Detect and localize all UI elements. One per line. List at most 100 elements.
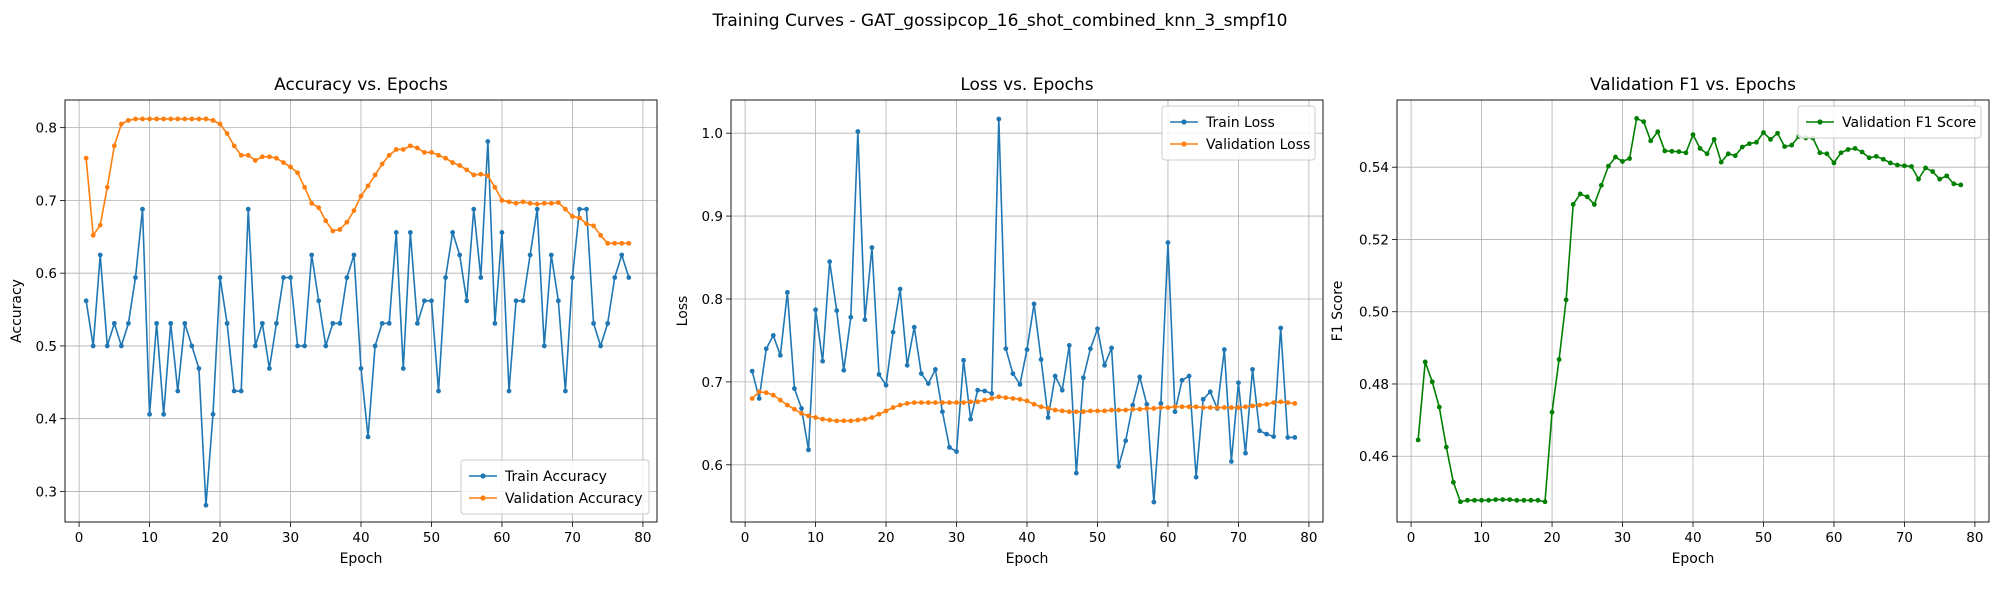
data-point [182, 320, 188, 326]
data-point [1052, 373, 1058, 379]
grid [1397, 100, 1989, 522]
data-point [1130, 406, 1136, 412]
data-point [1045, 406, 1051, 411]
data-point [1852, 146, 1858, 151]
data-point [351, 208, 357, 213]
data-point [940, 409, 945, 415]
data-point [400, 147, 406, 152]
data-point [1059, 387, 1065, 393]
data-point [932, 367, 938, 372]
data-point [1683, 150, 1689, 156]
data-point [1958, 182, 1964, 188]
data-point [1102, 362, 1107, 368]
data-point [1930, 169, 1936, 174]
data-point [161, 411, 167, 417]
data-point [1207, 405, 1213, 410]
data-point [1292, 401, 1298, 406]
data-point [619, 252, 625, 258]
data-point [1662, 148, 1668, 154]
data-point [591, 320, 596, 326]
data-point [1024, 347, 1030, 352]
data-point [1179, 404, 1185, 410]
data-point [189, 116, 195, 122]
data-point [1429, 379, 1435, 385]
data-point [756, 389, 762, 395]
legend-swatch-marker [1181, 141, 1187, 147]
data-point [1200, 396, 1206, 402]
data-point [344, 275, 350, 280]
data-point [1264, 401, 1270, 407]
data-point [1151, 406, 1157, 411]
data-point [996, 394, 1002, 400]
data-point [813, 307, 818, 313]
data-point [147, 116, 152, 122]
legend-label: Validation Loss [1206, 137, 1310, 153]
data-point [1443, 444, 1449, 450]
data-point [784, 289, 790, 295]
data-point [827, 417, 833, 423]
data-point [1655, 129, 1661, 135]
y-tick-label: 0.7 [702, 375, 723, 391]
data-point [302, 184, 308, 190]
data-point [1080, 375, 1086, 381]
axes-frame [730, 99, 1324, 523]
data-point [982, 397, 988, 403]
data-point [111, 143, 117, 149]
data-point [196, 116, 202, 122]
grid [731, 100, 1323, 522]
data-point [140, 206, 145, 212]
chart-panel-3: 0 10 20 30 40 50 60 70 80 0.46 0.48 0.50 0.52 0.54 Val… [1330, 75, 1990, 567]
data-point [259, 320, 265, 326]
data-point [1436, 404, 1442, 410]
data-point [1221, 347, 1227, 352]
data-point [274, 320, 279, 326]
data-point [126, 117, 131, 123]
data-point [407, 230, 413, 235]
data-point [541, 343, 547, 349]
data-point [1880, 156, 1886, 162]
data-point [1415, 437, 1421, 443]
x-tick-label: 30 [1614, 530, 1631, 546]
y-axis-label: Loss [675, 296, 691, 327]
data-point [1059, 408, 1065, 414]
data-point [400, 366, 406, 371]
data-point [770, 333, 776, 338]
data-point [548, 200, 554, 206]
data-point [245, 152, 251, 158]
data-point [429, 149, 434, 155]
x-tick-label: 80 [1966, 530, 1983, 546]
data-point [562, 388, 568, 394]
y-tick-label: 0.6 [36, 266, 57, 282]
data-point [890, 405, 896, 410]
data-point [1648, 138, 1654, 144]
data-point [1549, 409, 1555, 415]
data-point [1158, 405, 1164, 410]
y-axis-label: Accuracy [9, 279, 25, 343]
data-point [1493, 497, 1499, 502]
data-point [238, 388, 244, 394]
series-train-accuracy [83, 139, 632, 508]
data-point [1824, 151, 1830, 157]
data-point [1017, 396, 1023, 402]
data-point [911, 324, 917, 330]
data-point [1116, 464, 1122, 469]
data-point [1285, 400, 1291, 406]
data-point [358, 366, 364, 371]
data-point [1193, 474, 1199, 480]
data-point [133, 116, 138, 122]
data-point [848, 314, 854, 320]
data-point [443, 155, 448, 161]
x-tick-label: 40 [352, 530, 369, 546]
data-point [1200, 405, 1206, 410]
data-point [224, 320, 230, 326]
data-point [1570, 202, 1576, 207]
data-point [799, 406, 804, 411]
data-point [982, 388, 988, 394]
data-point [612, 240, 618, 246]
data-point [436, 152, 441, 158]
data-point [316, 298, 322, 304]
legend-box [1161, 105, 1316, 161]
data-point [1137, 406, 1143, 412]
data-point [799, 410, 804, 416]
